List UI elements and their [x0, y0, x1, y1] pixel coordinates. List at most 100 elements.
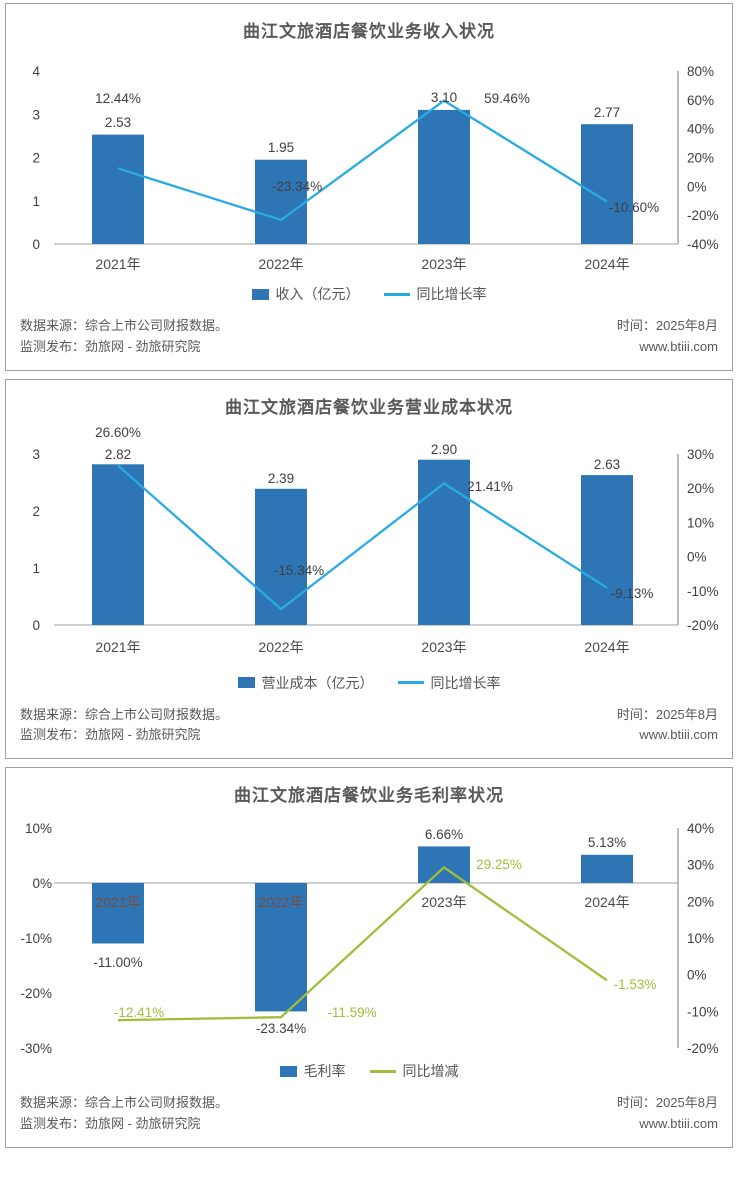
publisher-text: 监测发布：劲旅网 - 劲旅研究院 [20, 338, 201, 354]
gross-margin-chart-title: 曲江文旅酒店餐饮业务毛利率状况 [234, 786, 504, 806]
svg-text:-1.53%: -1.53% [614, 977, 657, 992]
svg-text:-10.60%: -10.60% [609, 200, 659, 215]
svg-text:6.66%: 6.66% [425, 827, 463, 842]
footer-left: 数据来源：综合上市公司财报数据。 监测发布：劲旅网 - 劲旅研究院 [20, 316, 228, 358]
svg-text:60%: 60% [687, 93, 714, 108]
svg-text:2024年: 2024年 [584, 639, 629, 655]
svg-text:20%: 20% [687, 894, 714, 909]
svg-text:-11.00%: -11.00% [93, 955, 142, 970]
svg-text:5.13%: 5.13% [588, 835, 626, 850]
line-swatch-icon [397, 681, 424, 685]
line-swatch-icon [369, 1069, 396, 1073]
legend-item-growth-rate: 同比增长率 [383, 284, 487, 304]
revenue-chart-title: 曲江文旅酒店餐饮业务收入状况 [243, 22, 495, 41]
svg-text:40%: 40% [687, 821, 714, 836]
svg-text:2023年: 2023年 [421, 894, 466, 910]
cost-chart-panel: 曲江文旅酒店餐饮业务营业成本状况 3 2 1 0 30% 20% 10% 0% -10% -20%… [5, 378, 733, 760]
svg-text:2023年: 2023年 [421, 256, 466, 272]
svg-text:40%: 40% [687, 122, 714, 137]
svg-text:10%: 10% [687, 515, 714, 530]
svg-text:2022年: 2022年 [258, 894, 303, 910]
line-swatch-icon [383, 292, 410, 296]
svg-text:0%: 0% [687, 968, 707, 983]
svg-text:-9.13%: -9.13% [611, 586, 654, 601]
svg-text:1: 1 [32, 194, 40, 209]
svg-text:-23.34%: -23.34% [272, 179, 322, 194]
svg-text:-40%: -40% [687, 237, 719, 252]
legend-item-yoy-change: 同比增减 [369, 1061, 459, 1081]
svg-text:3: 3 [32, 447, 40, 462]
svg-text:2.90: 2.90 [431, 442, 457, 457]
legend-item-growth-rate: 同比增长率 [397, 673, 501, 693]
svg-text:-20%: -20% [687, 1041, 719, 1056]
svg-text:2023年: 2023年 [421, 639, 466, 655]
legend-line-label: 同比增长率 [430, 674, 501, 691]
legend-line-label: 同比增长率 [416, 286, 487, 302]
website-text: www.btiii.com [639, 1115, 718, 1131]
svg-text:20%: 20% [687, 481, 714, 496]
footer-left: 数据来源：综合上市公司财报数据。 监测发布：劲旅网 - 劲旅研究院 [20, 705, 228, 747]
footer-left: 数据来源：综合上市公司财报数据。 监测发布：劲旅网 - 劲旅研究院 [20, 1093, 228, 1135]
svg-text:0%: 0% [32, 876, 52, 891]
revenue-chart-canvas: 4 3 2 1 0 80% 60% 40% 20% 0% -20% -40% 2021年 2022年 202… [32, 64, 719, 272]
svg-text:-20%: -20% [20, 986, 52, 1001]
gross-margin-legend: 毛利率 同比增减 [6, 1061, 732, 1081]
legend-bar-label: 营业成本（亿元） [261, 674, 374, 691]
svg-text:59.46%: 59.46% [484, 91, 530, 106]
revenue-chart-panel: 曲江文旅酒店餐饮业务收入状况 4 3 2 1 0 80% 60% 40% 20% 0% -20% -4… [5, 3, 733, 371]
svg-text:0%: 0% [687, 549, 707, 564]
svg-text:2.39: 2.39 [268, 471, 294, 486]
panel-footer: 数据来源：综合上市公司财报数据。 监测发布：劲旅网 - 劲旅研究院 时间：202… [6, 312, 732, 370]
revenue-legend: 收入（亿元） 同比增长率 [6, 284, 732, 304]
gross-margin-chart-panel: 曲江文旅酒店餐饮业务毛利率状况 10% 0% -10% -20% -30% 40% 30% 2… [5, 767, 733, 1148]
panel-footer: 数据来源：综合上市公司财报数据。 监测发布：劲旅网 - 劲旅研究院 时间：202… [6, 701, 732, 759]
svg-text:2021年: 2021年 [95, 639, 140, 655]
footer-right: 时间：2025年8月 www.btiii.com [617, 316, 718, 358]
svg-text:2022年: 2022年 [258, 256, 303, 272]
svg-text:80%: 80% [687, 64, 714, 79]
svg-text:3: 3 [32, 107, 40, 122]
data-source-text: 数据来源：综合上市公司财报数据。 [20, 706, 229, 722]
svg-text:2.53: 2.53 [105, 115, 131, 130]
svg-text:2022年: 2022年 [258, 639, 303, 655]
website-text: www.btiii.com [639, 727, 718, 743]
data-source-text: 数据来源：综合上市公司财报数据。 [20, 1095, 229, 1111]
svg-text:2: 2 [32, 504, 40, 519]
footer-right: 时间：2025年8月 www.btiii.com [617, 1093, 718, 1135]
legend-item-revenue: 收入（亿元） [251, 284, 360, 304]
svg-text:21.41%: 21.41% [467, 479, 513, 494]
svg-text:2.77: 2.77 [594, 105, 620, 120]
svg-text:2024年: 2024年 [584, 894, 629, 910]
svg-text:2024年: 2024年 [584, 256, 629, 272]
legend-item-cost: 营业成本（亿元） [237, 673, 374, 693]
svg-text:-11.59%: -11.59% [327, 1005, 376, 1020]
svg-text:-12.41%: -12.41% [114, 1005, 164, 1020]
legend-item-gross-margin: 毛利率 [279, 1061, 346, 1081]
svg-text:1: 1 [32, 561, 40, 576]
svg-text:2.82: 2.82 [105, 447, 131, 462]
svg-text:0: 0 [32, 237, 40, 252]
svg-text:4: 4 [32, 64, 40, 79]
svg-text:2.63: 2.63 [594, 457, 620, 472]
legend-bar-label: 毛利率 [303, 1063, 346, 1080]
svg-text:29.25%: 29.25% [476, 857, 522, 872]
bar-swatch-icon [251, 288, 269, 300]
cost-chart-title: 曲江文旅酒店餐饮业务营业成本状况 [225, 397, 513, 417]
svg-text:-20%: -20% [687, 208, 719, 223]
cost-legend: 营业成本（亿元） 同比增长率 [6, 673, 732, 693]
svg-text:2021年: 2021年 [95, 894, 140, 910]
cost-chart-canvas: 3 2 1 0 30% 20% 10% 0% -10% -20% 2021年 2022年 2023年 20… [32, 425, 718, 655]
website-text: www.btiii.com [639, 338, 718, 354]
svg-text:30%: 30% [687, 447, 714, 462]
svg-text:3.10: 3.10 [431, 90, 457, 105]
footer-right: 时间：2025年8月 www.btiii.com [617, 705, 718, 747]
bar-swatch-icon [279, 1065, 297, 1077]
svg-text:30%: 30% [687, 858, 714, 873]
legend-line-label: 同比增减 [402, 1063, 459, 1080]
report-time-text: 时间：2025年8月 [616, 706, 718, 722]
svg-text:26.60%: 26.60% [95, 425, 141, 440]
publisher-text: 监测发布：劲旅网 - 劲旅研究院 [20, 727, 201, 743]
svg-text:10%: 10% [25, 821, 52, 836]
report-time-text: 时间：2025年8月 [616, 1095, 718, 1111]
svg-text:12.44%: 12.44% [95, 91, 141, 106]
